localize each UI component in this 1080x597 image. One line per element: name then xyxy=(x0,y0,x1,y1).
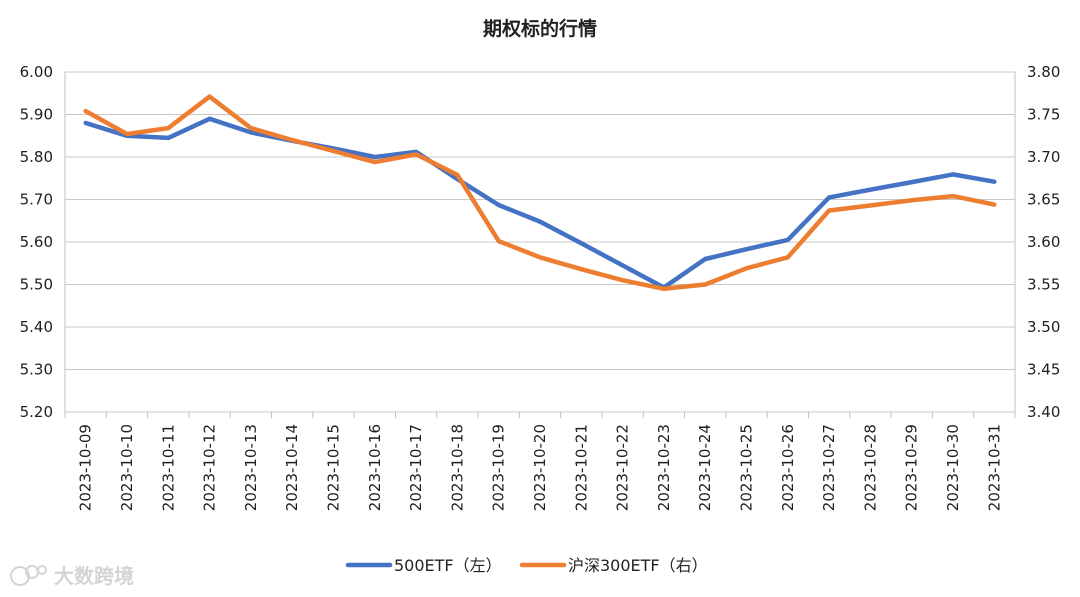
watermark-logo-icon xyxy=(10,565,47,586)
axes xyxy=(64,72,1016,418)
gridlines xyxy=(65,71,1015,413)
right-tick-label: 3.65 xyxy=(1027,191,1060,209)
left-tick-label: 5.30 xyxy=(20,361,53,379)
right-tick-label: 3.55 xyxy=(1027,276,1060,294)
x-axis-ticks: 2023-10-09 2023-10-10 2023-10-11 2023-10-12… xyxy=(77,424,1004,511)
x-tick-label: 2023-10-18 xyxy=(448,424,466,511)
x-tick-label: 2023-10-10 xyxy=(118,424,136,511)
left-tick-label: 5.70 xyxy=(20,191,53,209)
x-tick-label: 2023-10-26 xyxy=(779,424,797,511)
left-tick-label: 5.80 xyxy=(20,148,53,166)
right-tick-label: 3.70 xyxy=(1027,148,1060,166)
watermark-text: 大数跨境 xyxy=(54,564,134,588)
left-tick-label: 5.90 xyxy=(20,106,53,124)
x-tick-label: 2023-10-24 xyxy=(696,424,714,511)
legend-label-hs300etf: 沪深300ETF（右） xyxy=(568,556,708,575)
x-tick-label: 2023-10-11 xyxy=(159,424,177,511)
left-tick-label: 6.00 xyxy=(20,63,53,81)
x-tick-label: 2023-10-13 xyxy=(242,424,260,511)
chart-title: 期权标的行情 xyxy=(483,17,597,40)
x-tick-label: 2023-10-12 xyxy=(201,424,219,511)
x-tick-label: 2023-10-31 xyxy=(985,424,1003,511)
x-tick-label: 2023-10-14 xyxy=(283,424,301,511)
left-tick-label: 5.40 xyxy=(20,318,53,336)
x-tick-label: 2023-10-27 xyxy=(820,424,838,511)
x-tick-label: 2023-10-25 xyxy=(738,424,756,511)
right-tick-label: 3.75 xyxy=(1027,106,1060,124)
right-axis-ticks: 3.40 3.45 3.50 3.55 3.60 3.65 3.70 3.75 3.80 xyxy=(1027,63,1060,421)
legend: 500ETF（左） 沪深300ETF（右） xyxy=(345,556,708,575)
x-tick-label: 2023-10-21 xyxy=(572,424,590,511)
series-lines xyxy=(83,94,997,292)
x-tick-label: 2023-10-30 xyxy=(944,424,962,511)
x-tick-label: 2023-10-29 xyxy=(903,424,921,511)
watermark: 大数跨境 xyxy=(10,564,134,588)
series-line-500etf xyxy=(83,116,997,290)
x-tick-label: 2023-10-22 xyxy=(614,424,632,511)
left-axis-ticks: 5.20 5.30 5.40 5.50 5.60 5.70 5.80 5.90 6.00 xyxy=(20,63,53,421)
left-tick-label: 5.20 xyxy=(20,403,53,421)
right-tick-label: 3.80 xyxy=(1027,63,1060,81)
left-tick-label: 5.50 xyxy=(20,276,53,294)
x-tick-label: 2023-10-17 xyxy=(407,424,425,511)
x-tick-label: 2023-10-20 xyxy=(531,424,549,511)
x-tick-label: 2023-10-16 xyxy=(366,424,384,511)
x-tick-label: 2023-10-23 xyxy=(655,424,673,511)
left-tick-label: 5.60 xyxy=(20,233,53,251)
x-tick-label: 2023-10-09 xyxy=(77,424,95,511)
x-tick-label: 2023-10-15 xyxy=(324,424,342,511)
right-tick-label: 3.45 xyxy=(1027,361,1060,379)
right-tick-label: 3.50 xyxy=(1027,318,1060,336)
right-tick-label: 3.60 xyxy=(1027,233,1060,251)
legend-label-500etf: 500ETF（左） xyxy=(394,556,502,575)
x-tick-label: 2023-10-19 xyxy=(490,424,508,511)
x-tick-label: 2023-10-28 xyxy=(861,424,879,511)
right-tick-label: 3.40 xyxy=(1027,403,1060,421)
